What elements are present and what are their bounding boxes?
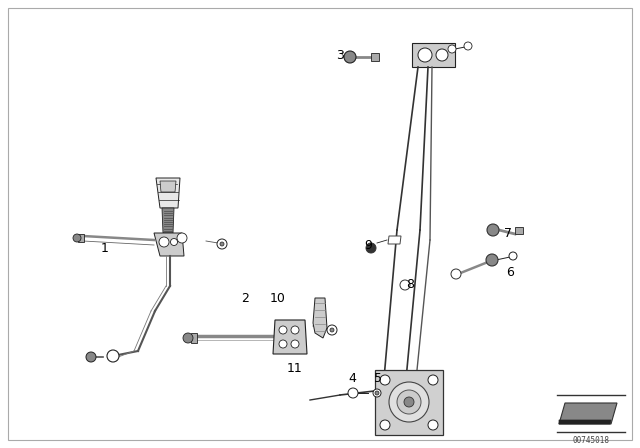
Circle shape: [344, 51, 356, 63]
Text: 4: 4: [348, 371, 356, 384]
Polygon shape: [375, 370, 443, 435]
Text: 7: 7: [504, 227, 512, 240]
Circle shape: [220, 242, 224, 246]
Circle shape: [404, 397, 414, 407]
Circle shape: [327, 325, 337, 335]
Circle shape: [279, 340, 287, 348]
Circle shape: [428, 420, 438, 430]
Circle shape: [509, 252, 517, 260]
Circle shape: [428, 375, 438, 385]
Circle shape: [436, 49, 448, 61]
Circle shape: [487, 224, 499, 236]
Circle shape: [107, 350, 119, 362]
Text: 5: 5: [374, 371, 382, 384]
Circle shape: [348, 388, 358, 398]
Circle shape: [279, 326, 287, 334]
Circle shape: [159, 237, 169, 247]
Circle shape: [217, 239, 227, 249]
Bar: [371, 53, 379, 61]
Polygon shape: [160, 181, 176, 192]
Circle shape: [448, 45, 456, 53]
Polygon shape: [162, 208, 174, 233]
Circle shape: [464, 42, 472, 50]
Text: 9: 9: [364, 238, 372, 251]
Circle shape: [291, 340, 299, 348]
Text: 6: 6: [506, 266, 514, 279]
Circle shape: [389, 382, 429, 422]
Circle shape: [86, 352, 96, 362]
Circle shape: [380, 375, 390, 385]
Circle shape: [366, 243, 376, 253]
Text: 10: 10: [270, 292, 286, 305]
Circle shape: [375, 391, 379, 395]
Polygon shape: [559, 403, 617, 424]
Circle shape: [380, 420, 390, 430]
Circle shape: [170, 238, 177, 246]
Polygon shape: [273, 320, 307, 354]
Polygon shape: [559, 420, 611, 424]
Circle shape: [451, 269, 461, 279]
Circle shape: [330, 328, 334, 332]
Text: 11: 11: [287, 362, 303, 375]
Text: 1: 1: [101, 241, 109, 254]
Circle shape: [400, 280, 410, 290]
Text: 3: 3: [336, 48, 344, 61]
Bar: [515, 227, 523, 234]
Circle shape: [73, 234, 81, 242]
Circle shape: [291, 326, 299, 334]
Circle shape: [373, 389, 381, 397]
Circle shape: [486, 254, 498, 266]
Polygon shape: [313, 298, 327, 338]
Polygon shape: [191, 333, 197, 343]
Text: 8: 8: [406, 279, 414, 292]
Polygon shape: [156, 178, 180, 208]
Polygon shape: [78, 234, 84, 242]
Circle shape: [397, 390, 421, 414]
Circle shape: [177, 233, 187, 243]
Text: 2: 2: [241, 292, 249, 305]
Polygon shape: [412, 43, 455, 67]
Circle shape: [418, 48, 432, 62]
Polygon shape: [154, 233, 184, 256]
Text: 00745018: 00745018: [573, 435, 609, 444]
Polygon shape: [388, 236, 401, 244]
Circle shape: [183, 333, 193, 343]
